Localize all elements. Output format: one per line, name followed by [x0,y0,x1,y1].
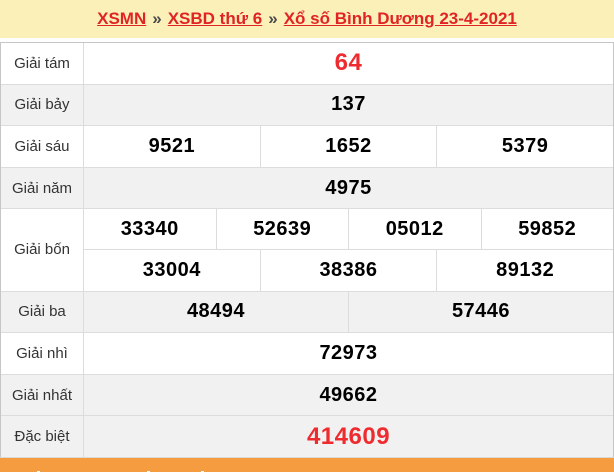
breadcrumb-link[interactable]: Xổ số Bình Dương 23-4-2021 [283,9,517,28]
breadcrumb-separator: » [152,9,162,28]
prize-number: 48494 [186,300,246,323]
prize-number: 414609 [306,422,391,450]
prize-values: 137 [84,85,613,126]
prize-value-line: 48494 57446 [84,291,613,333]
prize-label: Giải bảy [1,84,84,126]
prize-number: 5379 [436,126,613,167]
prize-value-line: 72973 [84,333,613,374]
prize-number: 137 [331,93,366,116]
prize-values: 414609 [84,416,613,457]
prize-label: Giải sáu [1,126,84,167]
prize-number: 9521 [148,134,196,157]
next-section-header-cut-off [0,457,614,472]
prize-values: 72973 [84,333,613,374]
prize-values: 9521 1652 5379 [84,126,613,167]
prize-number: 72973 [319,341,378,364]
prize-number: 1652 [259,126,437,167]
prize-label: Đặc biệt [1,416,84,457]
prize-row: Đặc biệt 414609 [1,416,613,457]
prize-values: 33340 52639 05012 59852 33004 38386 89132 [84,209,614,291]
prize-label: Giải nhất [1,374,84,416]
prize-value-line: 49662 [84,375,613,416]
breadcrumb-link[interactable]: XSBD thứ 6 [167,9,263,28]
breadcrumb: XSMN » XSBD thứ 6 » Xổ số Bình Dương 23-4-20… [97,9,517,29]
prize-values: 4975 [84,168,613,209]
prize-values: 64 [84,43,613,84]
prize-values: 49662 [84,375,613,416]
prize-number: 52639 [215,209,349,250]
prize-number: 49662 [319,383,378,406]
breadcrumb-link[interactable]: XSMN [97,9,147,28]
prize-row: Giải nhì 72973 [1,333,613,375]
prize-value-line: 137 [84,85,613,126]
prize-number: 33004 [142,259,201,282]
prize-number: 38386 [259,250,437,291]
prize-values: 48494 57446 [84,291,613,333]
prize-value-line: 4975 [84,168,613,209]
prize-row: Giải bảy 137 [1,84,613,127]
prize-number: 57446 [348,291,613,333]
prize-row: Giải tám 64 [1,43,613,85]
prize-row: Giải nhất 49662 [1,374,613,417]
prize-row: Giải ba 48494 57446 [1,291,613,334]
prize-value-line: 414609 [84,416,613,457]
prize-value-line: 9521 1652 5379 [84,126,613,167]
band-divider [0,38,614,42]
prize-label: Giải ba [1,291,84,333]
prize-number: 59852 [480,209,614,250]
prize-number: 4975 [325,176,372,199]
lottery-results-table: Giải tám 64 Giải bảy 137 Giải sáu 9521 1652 537… [0,42,614,457]
prize-number: 33340 [120,217,179,240]
breadcrumb-separator: » [268,9,278,28]
prize-number: 64 [334,49,363,77]
prize-row: Giải bốn 33340 52639 05012 59852 33004 38386 89… [1,209,614,292]
prize-label: Giải năm [1,167,84,209]
prize-value-line: 33340 52639 05012 59852 [84,209,614,250]
prize-label: Giải nhì [1,333,84,374]
prize-row: Giải năm 4975 [1,167,613,210]
prize-number: 05012 [348,209,481,250]
prize-number: 89132 [436,250,613,291]
prize-value-line: 33004 38386 89132 [84,249,613,291]
prize-value-line: 64 [84,43,613,84]
prize-row: Giải sáu 9521 1652 5379 [1,126,613,168]
prize-label: Giải bốn [1,209,84,291]
breadcrumb-band: XSMN » XSBD thứ 6 » Xổ số Bình Dương 23-4-20… [0,0,614,38]
prize-label: Giải tám [1,43,84,84]
